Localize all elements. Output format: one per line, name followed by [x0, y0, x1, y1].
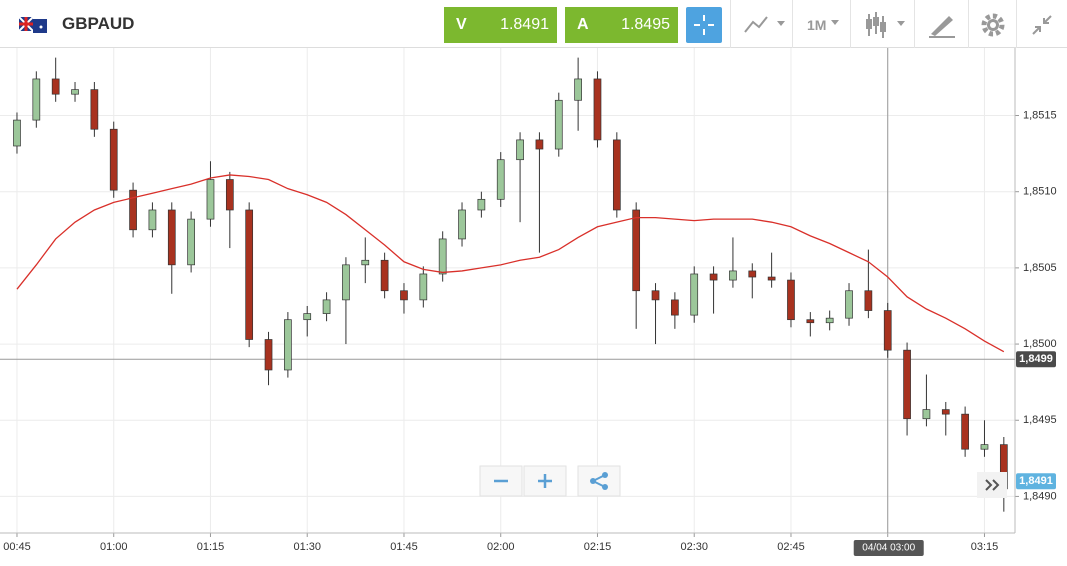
candle-body [419, 273, 428, 301]
candle-body [825, 317, 834, 324]
candle-body [980, 444, 989, 450]
candle-body [574, 78, 582, 101]
candle-body [496, 159, 505, 200]
x-tick-label: 02:30 [680, 541, 708, 553]
candle-body [961, 413, 969, 450]
candle-body [806, 319, 815, 324]
candle-body [671, 299, 679, 316]
sell-price: 1.8491 [500, 16, 549, 33]
y-tick-label: 1,8495 [1023, 414, 1057, 426]
candle-body [245, 209, 254, 340]
header: GBPAUD V 1.8491 A 1.8495 1M [0, 0, 1067, 48]
candle-body [651, 290, 660, 301]
candle-body [129, 189, 137, 231]
candle-body [864, 290, 873, 311]
x-tick-label: 01:00 [100, 541, 128, 553]
y-tick-label: 1,8500 [1023, 338, 1057, 350]
last-price-tag [1016, 351, 1056, 368]
timeframe: 1M [807, 17, 827, 33]
candle-body [845, 290, 853, 319]
candle-body [477, 198, 486, 211]
sell-button[interactable]: V 1.8491 [444, 7, 557, 43]
plot-area [0, 48, 1015, 533]
candle-body [225, 179, 234, 211]
candle-body [554, 99, 563, 150]
candle-body [632, 209, 641, 292]
candle-body [342, 264, 350, 301]
x-tick-label: 02:00 [487, 541, 515, 553]
buy-label: A [577, 16, 589, 33]
candle-body [167, 209, 176, 266]
share-button[interactable] [577, 465, 621, 497]
candle-body [883, 310, 892, 351]
x-tick-label: 01:15 [197, 541, 225, 553]
candle-body [593, 78, 602, 141]
candle-body [690, 273, 699, 316]
x-tick-label: 02:45 [777, 541, 805, 553]
candle-body [303, 313, 312, 321]
candle-body [748, 270, 757, 278]
buy-button[interactable]: A 1.8495 [565, 7, 678, 43]
candle-body [380, 259, 389, 292]
candle-body [438, 238, 447, 275]
current-price-label: 1,8491 [1019, 475, 1053, 487]
candle-body [51, 78, 60, 95]
candle-body [90, 89, 99, 130]
candle-body [709, 273, 718, 281]
x-tick-label: 03:15 [971, 541, 999, 553]
candle-body [941, 409, 950, 415]
x-tick-label: 02:15 [584, 541, 612, 553]
crosshair-label: 04/04 03:00 [862, 543, 915, 554]
candle-body [787, 279, 795, 321]
buy-price: 1.8495 [621, 16, 670, 33]
flag-icon [19, 17, 47, 33]
indicators-button[interactable] [850, 0, 915, 48]
candle-body [767, 276, 776, 281]
crosshair-tag [853, 540, 924, 556]
y-tick-label: 1,8490 [1023, 490, 1057, 502]
collapse-button[interactable] [1016, 0, 1067, 48]
symbol: GBPAUD [62, 14, 135, 33]
chart-type-button[interactable] [730, 0, 793, 48]
candle-body [187, 218, 195, 266]
crosshair-button[interactable] [686, 7, 722, 43]
sell-label: V [456, 16, 467, 33]
timeframe-button[interactable]: 1M [792, 0, 851, 48]
draw-button[interactable] [914, 0, 969, 48]
candle-body [729, 270, 737, 281]
candle-body [516, 139, 524, 161]
candle-body [71, 89, 79, 95]
candle-body [612, 139, 621, 211]
candle-body [148, 209, 157, 231]
candle-body [264, 339, 273, 371]
y-tick-label: 1,8515 [1023, 109, 1057, 121]
candle-body [903, 349, 911, 420]
x-tick-label: 01:45 [390, 541, 418, 553]
x-tick-label: 01:30 [293, 541, 321, 553]
candle-body [109, 128, 118, 191]
candle-body [535, 139, 544, 150]
candle-body [361, 259, 370, 266]
current-price-tag [1016, 473, 1056, 490]
candle-body [458, 209, 466, 240]
candle-body [922, 409, 931, 420]
zoom-controls [479, 465, 621, 497]
candle-body [322, 299, 331, 314]
last-price-label: 1,8499 [1019, 353, 1053, 365]
scroll-right-button[interactable] [977, 472, 1007, 498]
candle-body [206, 179, 215, 220]
x-tick-label: 00:45 [3, 541, 31, 553]
candle-body [400, 290, 408, 301]
candle-body [284, 319, 292, 371]
moving-average-line [16, 174, 1005, 353]
y-tick-label: 1,8510 [1023, 186, 1057, 198]
y-tick-label: 1,8505 [1023, 262, 1057, 274]
candle-body [13, 119, 21, 147]
settings-button[interactable] [968, 0, 1017, 48]
candle-body [32, 78, 41, 121]
